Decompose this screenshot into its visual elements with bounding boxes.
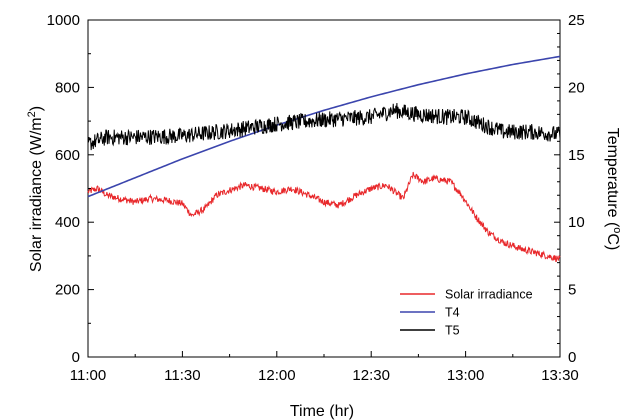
series-line-t4 xyxy=(87,55,561,198)
y-left-tick-label: 1000 xyxy=(47,12,80,29)
y-left-tick-label: 600 xyxy=(55,147,80,164)
y-axis-title-left-sup: 2 xyxy=(26,111,38,117)
y-axis-title-right: Temperature (oC) xyxy=(604,128,623,251)
y-right-tick-label: 10 xyxy=(568,214,585,231)
y-right-tick-label: 25 xyxy=(568,12,585,29)
y-axis-title-right-main: Temperature ( xyxy=(604,128,621,228)
y-left-tick-label: 200 xyxy=(55,282,80,299)
x-tick-label: 11:00 xyxy=(70,367,106,384)
series-layer xyxy=(87,55,561,262)
series-line-solar-irradiance xyxy=(87,171,561,262)
legend: Solar irradiance T4 T5 xyxy=(400,288,533,338)
x-axis-title: Time (hr) xyxy=(290,403,354,420)
ticks-layer: 0 200 400 600 800 1000 0 5 10 15 20 25 11:00 11:30 12:… xyxy=(47,12,585,384)
legend-label-t4: T4 xyxy=(445,306,460,320)
y-right-tick-label: 5 xyxy=(568,282,576,299)
plot-area-border xyxy=(87,19,561,358)
x-tick-label: 11:30 xyxy=(164,367,200,384)
series-line-t5 xyxy=(87,102,561,151)
y-axis-title-left: Solar irradiance (W/m2) xyxy=(26,106,45,272)
y-left-tick-label: 800 xyxy=(55,79,80,96)
y-right-tick-label: 15 xyxy=(568,147,585,164)
x-tick-label: 12:00 xyxy=(258,367,296,384)
x-tick-label: 13:30 xyxy=(541,367,579,384)
y-left-tick-label: 400 xyxy=(55,214,80,231)
legend-label-t5: T5 xyxy=(445,324,460,338)
y-axis-title-right-close: C) xyxy=(604,233,621,250)
y-axis-title-right-sup: o xyxy=(611,227,623,233)
y-axis-title-left-main: Solar irradiance (W/m xyxy=(28,117,45,272)
x-tick-label: 13:00 xyxy=(447,367,485,384)
x-tick-label: 12:30 xyxy=(352,367,390,384)
y-axis-title-left-close: ) xyxy=(28,106,45,111)
y-left-tick-label: 0 xyxy=(72,349,80,366)
plot-frame xyxy=(87,19,561,358)
y-right-tick-label: 0 xyxy=(568,349,576,366)
y-right-tick-label: 20 xyxy=(568,79,585,96)
legend-label-solar-irradiance: Solar irradiance xyxy=(445,288,533,302)
